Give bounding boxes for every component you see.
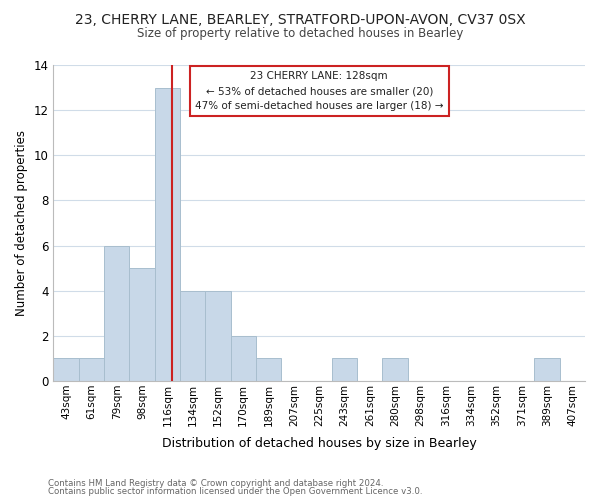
Text: Contains HM Land Registry data © Crown copyright and database right 2024.: Contains HM Land Registry data © Crown c… bbox=[48, 478, 383, 488]
Text: Size of property relative to detached houses in Bearley: Size of property relative to detached ho… bbox=[137, 28, 463, 40]
X-axis label: Distribution of detached houses by size in Bearley: Distribution of detached houses by size … bbox=[162, 437, 476, 450]
Bar bbox=[53, 358, 79, 381]
Y-axis label: Number of detached properties: Number of detached properties bbox=[15, 130, 28, 316]
Bar bbox=[79, 358, 104, 381]
Bar bbox=[256, 358, 281, 381]
Text: 23, CHERRY LANE, BEARLEY, STRATFORD-UPON-AVON, CV37 0SX: 23, CHERRY LANE, BEARLEY, STRATFORD-UPON… bbox=[74, 12, 526, 26]
Bar bbox=[230, 336, 256, 381]
Bar bbox=[535, 358, 560, 381]
Bar bbox=[130, 268, 155, 381]
Bar bbox=[180, 290, 205, 381]
Text: Contains public sector information licensed under the Open Government Licence v3: Contains public sector information licen… bbox=[48, 487, 422, 496]
Bar bbox=[332, 358, 357, 381]
Text: 23 CHERRY LANE: 128sqm
← 53% of detached houses are smaller (20)
47% of semi-det: 23 CHERRY LANE: 128sqm ← 53% of detached… bbox=[195, 72, 443, 111]
Bar bbox=[382, 358, 408, 381]
Bar bbox=[104, 246, 130, 381]
Bar bbox=[205, 290, 230, 381]
Bar bbox=[155, 88, 180, 381]
